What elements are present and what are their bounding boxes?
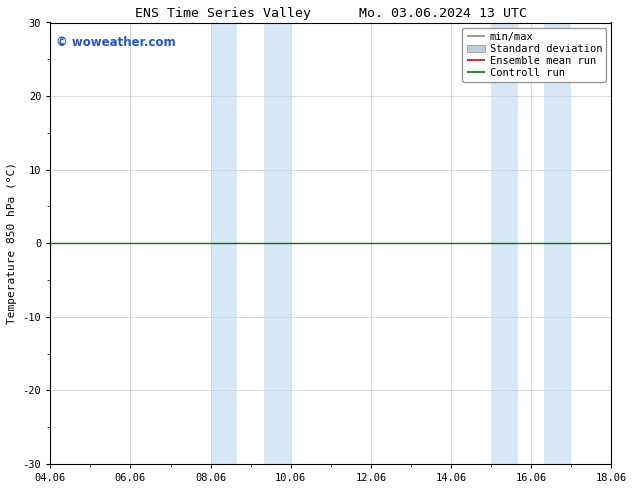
Bar [264,23,291,464]
Title: ENS Time Series Valley      Mo. 03.06.2024 13 UTC: ENS Time Series Valley Mo. 03.06.2024 13… [135,7,527,20]
Bar [545,23,571,464]
Text: © woweather.com: © woweather.com [56,36,176,49]
Bar [210,23,238,464]
Bar [491,23,518,464]
Y-axis label: Temperature 850 hPa (°C): Temperature 850 hPa (°C) [7,162,17,324]
Legend: min/max, Standard deviation, Ensemble mean run, Controll run: min/max, Standard deviation, Ensemble me… [462,28,606,82]
